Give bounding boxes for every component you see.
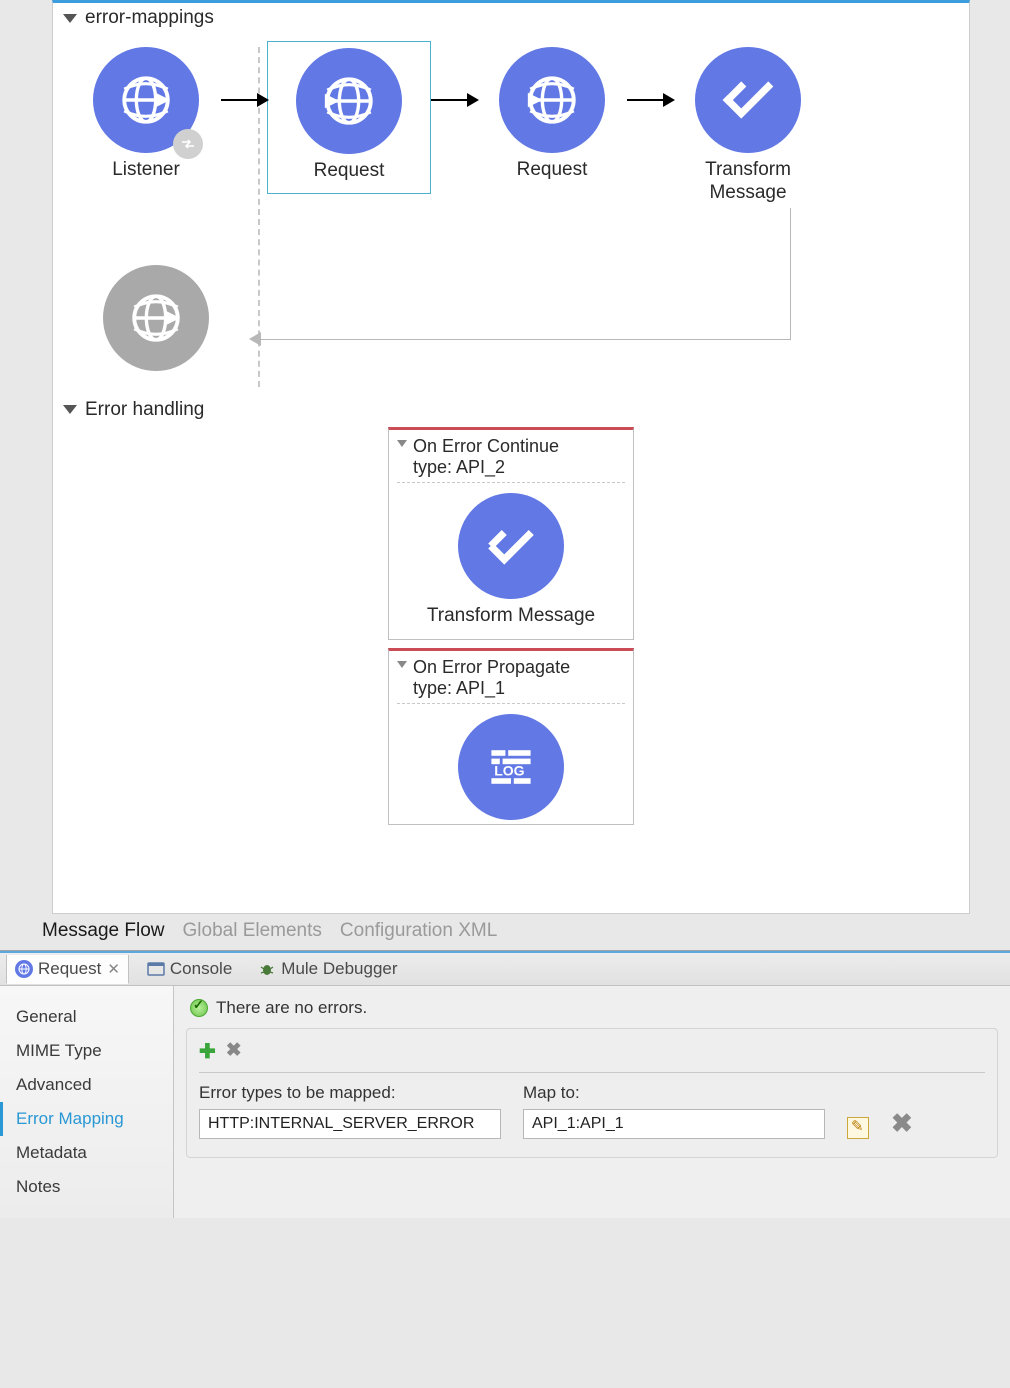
flow-arrow (221, 47, 267, 153)
properties-side-nav: General MIME Type Advanced Error Mapping… (0, 986, 174, 1218)
label-map-to: Map to: (523, 1083, 825, 1103)
node-transform-error[interactable]: Transform Message (397, 493, 625, 628)
tab-message-flow[interactable]: Message Flow (42, 920, 165, 942)
node-label: Request (314, 160, 385, 183)
add-mapping-button[interactable]: ✚ (199, 1039, 216, 1064)
handler-title: On Error Continue (413, 436, 559, 457)
node-label: Transform Message (427, 605, 595, 628)
handler-title: On Error Propagate (413, 657, 570, 678)
node-listener[interactable]: Listener (71, 47, 221, 182)
node-label: Request (517, 159, 588, 182)
success-icon (190, 999, 208, 1017)
transform-icon (484, 519, 538, 573)
panel-tab-label: Mule Debugger (281, 959, 397, 979)
flow-arrow (431, 47, 477, 153)
panel-tab-debugger[interactable]: Mule Debugger (250, 955, 405, 983)
globe-request-icon (523, 71, 581, 129)
tab-configuration-xml[interactable]: Configuration XML (340, 920, 497, 942)
selected-node-box: Request (267, 41, 431, 194)
svg-text:LOG: LOG (494, 763, 524, 779)
collapse-icon (63, 405, 77, 414)
transform-icon (721, 73, 775, 127)
flow-arrow (627, 47, 673, 153)
handler-type: type: API_1 (413, 678, 570, 699)
node-logger[interactable]: LOG (397, 714, 625, 820)
nav-error-mapping[interactable]: Error Mapping (0, 1102, 173, 1136)
collapse-icon (397, 661, 407, 668)
panel-tab-label: Request (38, 959, 101, 979)
http-icon (15, 960, 33, 978)
globe-arrow-icon (127, 289, 185, 347)
tab-global-elements[interactable]: Global Elements (183, 920, 322, 942)
delete-mapping-button[interactable]: ✖ (891, 1108, 913, 1139)
log-icon: LOG (483, 739, 539, 795)
panel-tab-console[interactable]: Console (139, 955, 240, 983)
properties-panel: Request ✕ Console Mule Debugger General … (0, 950, 1010, 1218)
flow-canvas[interactable]: error-mappings (52, 0, 970, 914)
node-label: Listener (112, 159, 180, 182)
flow-title: error-mappings (85, 7, 214, 29)
editor-view-tabs: Message Flow Global Elements Configurati… (0, 914, 1010, 950)
console-icon (147, 961, 165, 977)
input-error-types[interactable] (199, 1109, 501, 1139)
node-response-placeholder[interactable] (81, 265, 231, 371)
node-request-1[interactable]: Request (274, 48, 424, 183)
error-handling-title: Error handling (85, 399, 204, 421)
label-error-types: Error types to be mapped: (199, 1083, 501, 1103)
nav-notes[interactable]: Notes (0, 1170, 173, 1204)
error-mapping-box: ✚ ✖ Error types to be mapped: Map to: ✖ (186, 1028, 998, 1158)
handler-type: type: API_2 (413, 457, 559, 478)
flow-section-header[interactable]: error-mappings (53, 3, 969, 33)
remove-mapping-button[interactable]: ✖ (226, 1039, 242, 1064)
nav-mime-type[interactable]: MIME Type (0, 1034, 173, 1068)
input-map-to[interactable] (523, 1109, 825, 1139)
nav-advanced[interactable]: Advanced (0, 1068, 173, 1102)
panel-tab-label: Console (170, 959, 232, 979)
panel-tab-request[interactable]: Request ✕ (6, 955, 129, 984)
node-request-2[interactable]: Request (477, 47, 627, 182)
error-handler-continue[interactable]: On Error Continue type: API_2 Transform … (388, 427, 634, 641)
node-transform[interactable]: Transform Message (673, 47, 823, 205)
status-bar: There are no errors. (186, 994, 998, 1028)
nav-general[interactable]: General (0, 1000, 173, 1034)
globe-request-icon (320, 72, 378, 130)
exchange-badge-icon (173, 129, 203, 159)
bug-icon (258, 961, 276, 977)
error-handler-propagate[interactable]: On Error Propagate type: API_1 LOG (388, 648, 634, 825)
nav-metadata[interactable]: Metadata (0, 1136, 173, 1170)
error-handling-header[interactable]: Error handling (63, 395, 959, 425)
close-icon[interactable]: ✕ (107, 960, 120, 978)
node-label: Transform Message (673, 159, 823, 205)
edit-mapping-button[interactable] (847, 1117, 869, 1139)
globe-arrow-icon (117, 71, 175, 129)
status-message: There are no errors. (216, 998, 367, 1018)
collapse-icon (63, 14, 77, 23)
collapse-icon (397, 440, 407, 447)
